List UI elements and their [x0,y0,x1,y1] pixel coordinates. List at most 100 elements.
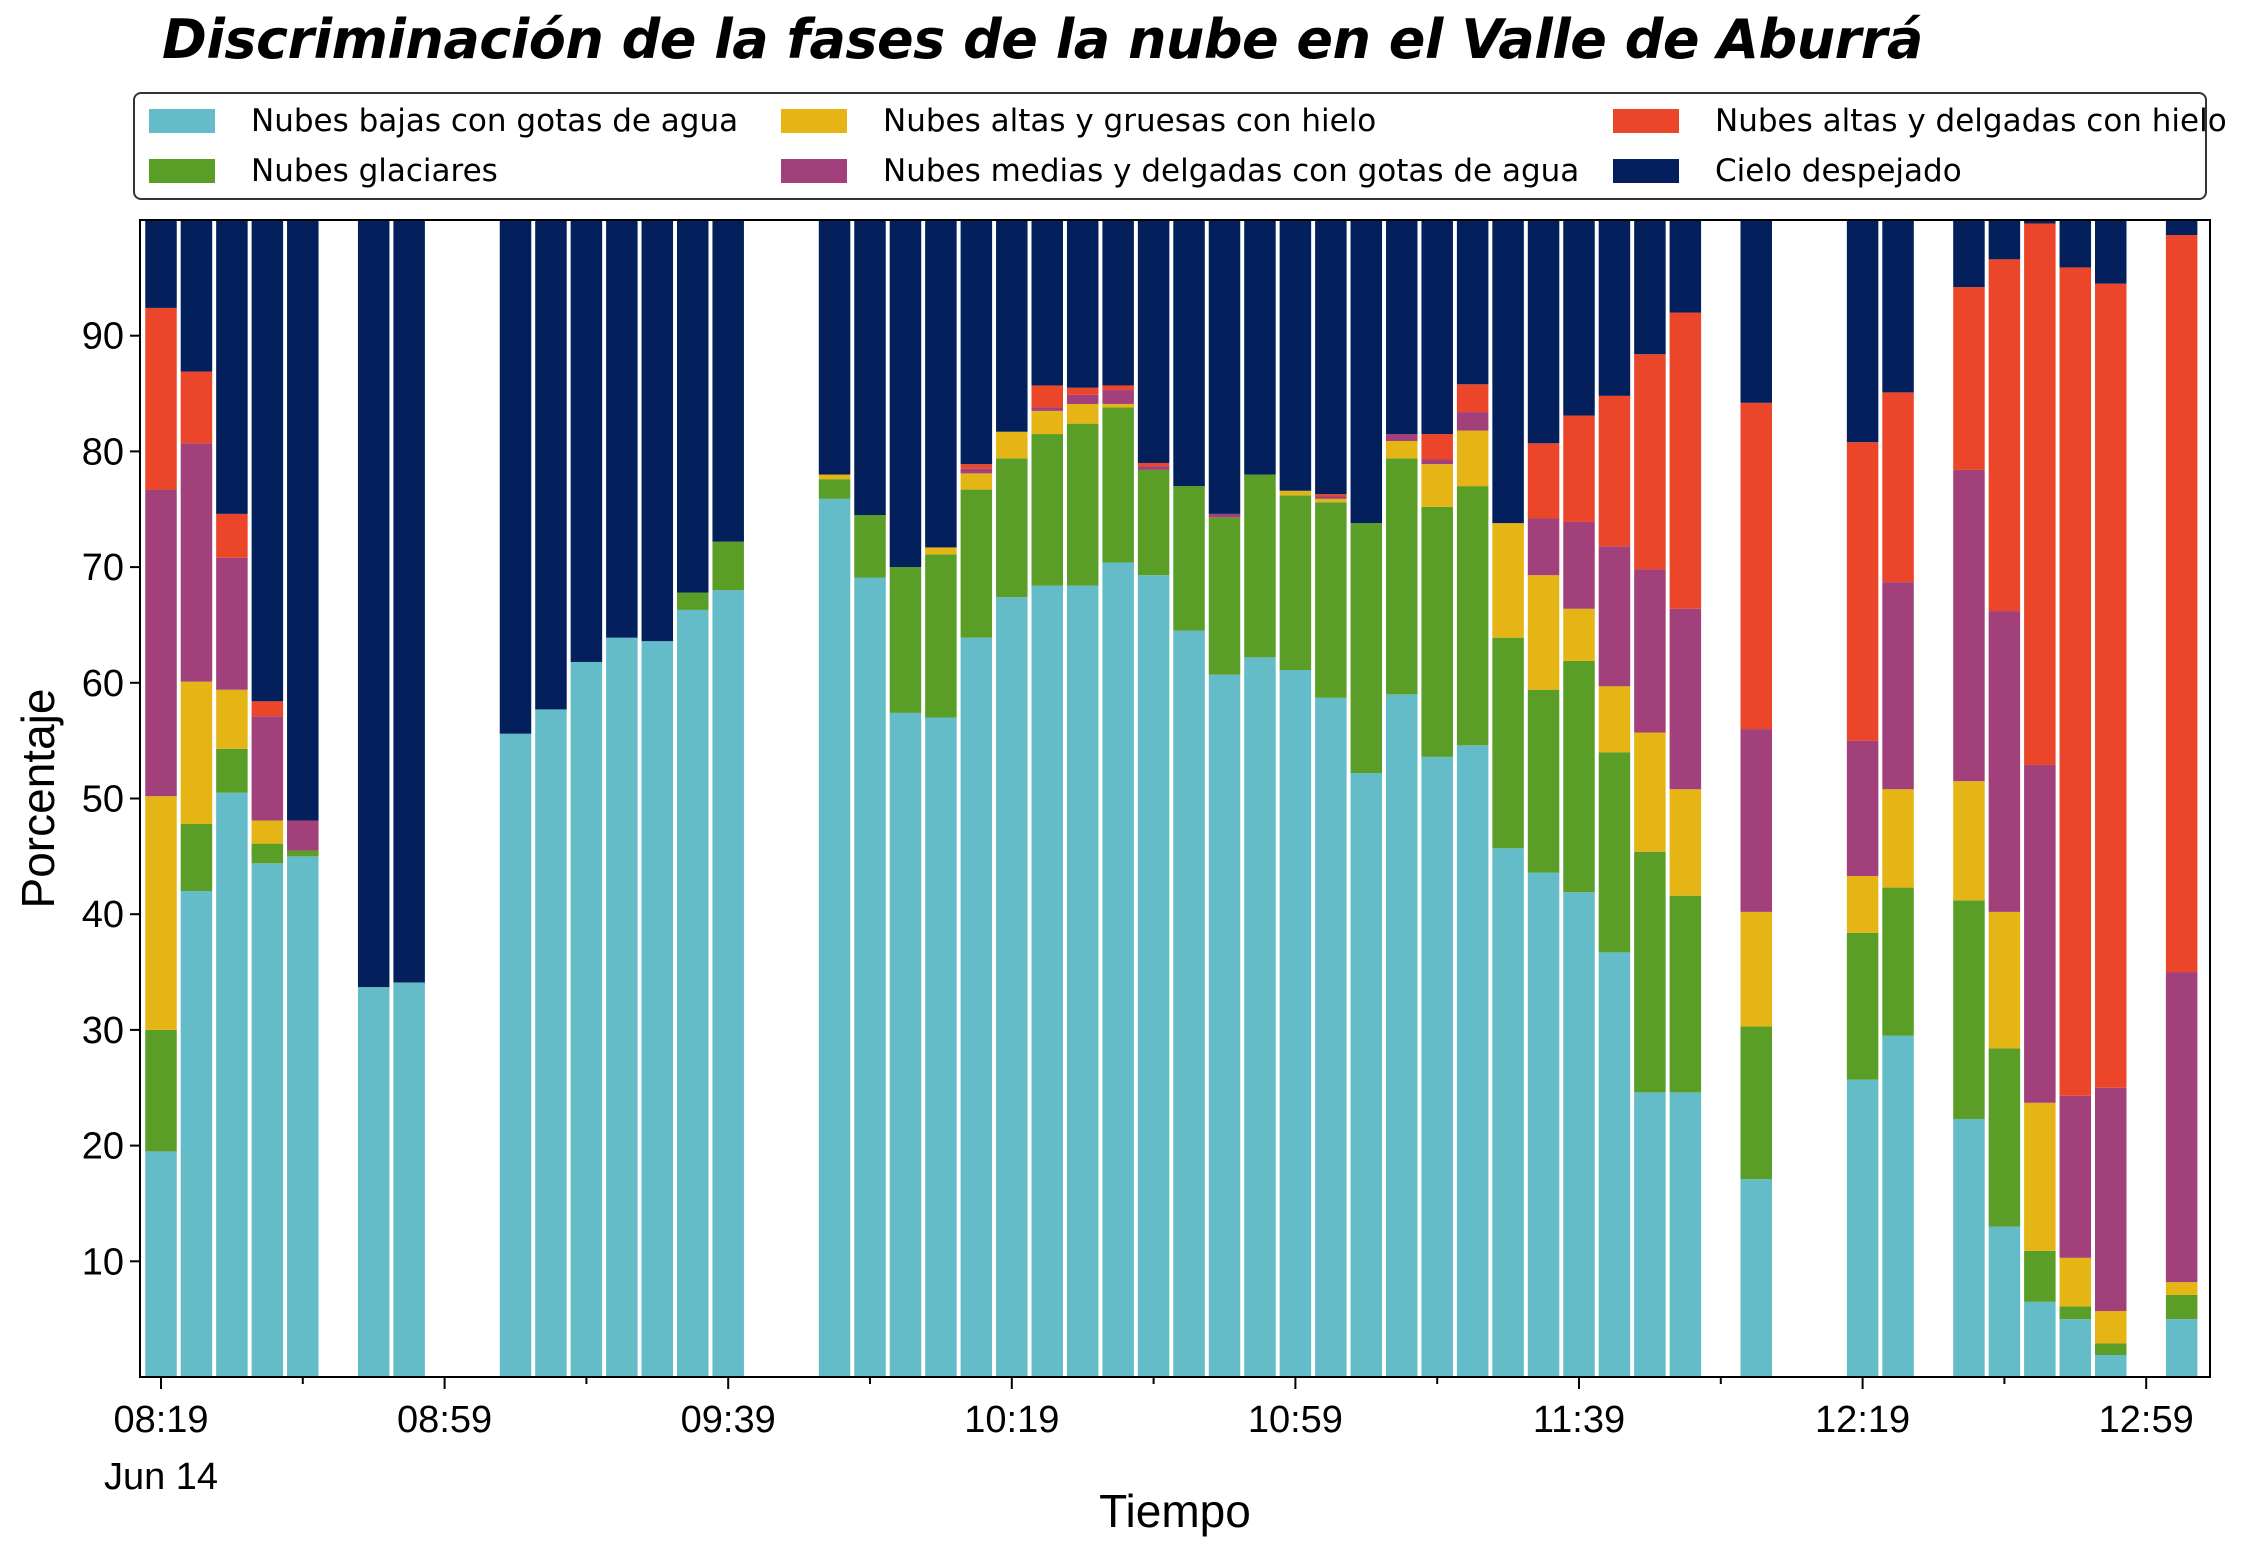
stacked-bar [712,220,744,1377]
bar-segment [1031,410,1063,435]
x-tick-label: 10:19 [964,1399,1059,1441]
bar-segment [1386,434,1418,441]
bar-segment [1846,1079,1879,1377]
stacked-bar [960,220,993,1377]
bar-segment [1456,412,1489,431]
bar-segment [960,464,993,469]
stacked-bar [2165,220,2198,1377]
bar-segment [712,220,744,542]
bar-segment [1421,459,1453,465]
bar-segment [1740,911,1772,1027]
bar-segment [1066,387,1099,395]
bar-segment [1315,697,1347,1377]
bar-segment [1740,1026,1772,1180]
bar-segment [1137,466,1170,470]
stacked-bar [499,220,532,1377]
bar-segment [1634,1092,1666,1377]
bar-segment [287,856,319,1377]
bar-segment [1315,502,1347,698]
bar-segment [1527,443,1560,519]
bar-segment [1137,469,1170,576]
bar-segment [1882,582,1914,790]
x-tick-label: 09:39 [681,1399,776,1441]
stacked-bar [1634,220,1666,1377]
bar-segment [1208,513,1241,518]
bar-segment [1527,518,1560,576]
bar-segment [2095,1343,2127,1356]
bar-segment [925,554,957,718]
y-tick-label: 80 [82,431,124,473]
bar-segment [1066,220,1099,388]
bar-segment [251,220,284,702]
bar-segment [1350,220,1383,524]
bar-segment [889,220,922,568]
bar-segment [1598,952,1631,1377]
bar-segment [1279,490,1312,496]
stacked-bar [1988,220,2021,1377]
bar-segment [1669,1092,1702,1377]
legend-label: Nubes altas y delgadas con hielo [1715,103,2227,139]
y-tick-label: 60 [82,663,124,705]
bar-segment [925,547,957,555]
bar-segment [1953,220,1985,288]
stacked-bar [889,220,922,1377]
y-tick-label: 40 [82,894,124,936]
bar-segment [180,823,213,892]
bar-segment [357,987,390,1377]
bar-segment [1527,872,1560,1377]
legend-item: Nubes glaciares [149,151,498,191]
bar-segment [216,792,248,1377]
x-axis: 08:19 08:59 09:39 10:19 10:59 11:39 12:19 12:59 [113,1377,2194,1441]
stacked-bar [180,220,213,1377]
bar-segment [1988,220,2021,260]
bar-segment [818,474,851,480]
bar-segment [1598,546,1631,687]
bar-segment [287,850,319,857]
bar-segment [180,681,213,824]
bar-segment [1634,220,1666,355]
stacked-bar [996,220,1028,1377]
bar-segment [712,541,744,591]
x-tick-label: 11:39 [1533,1399,1625,1441]
chart-title: Discriminación de la fases de la nube en… [162,8,1923,71]
bar-segment [2024,1301,2056,1377]
y-tick-label: 50 [82,779,124,821]
bar-segment [216,513,248,558]
x-tick-label: 08:59 [397,1399,492,1441]
bar-segment [1846,932,1879,1080]
legend-swatch [1613,109,1679,133]
bar-segment [1740,220,1772,403]
bar-segment [287,820,319,851]
bar-segment [854,220,886,516]
bar-segment [2095,220,2127,284]
bar-segment [1882,392,1914,583]
bar-segment [1563,892,1595,1377]
bar-segment [1456,745,1489,1377]
x-tick-label: 10:59 [1248,1399,1343,1441]
bar-segment [1102,385,1134,391]
stacked-bar [1031,220,1063,1377]
bar-segment [1456,220,1489,385]
y-tick-label: 10 [82,1241,124,1283]
bar-segment [1598,752,1631,953]
bar-segment [641,220,674,642]
bar-segment [1527,575,1560,690]
bar-segment [180,220,213,372]
bar-segment [1527,689,1560,873]
stacked-bar [641,220,674,1377]
bar-segment [1031,434,1063,586]
legend-swatch [149,159,215,183]
bar-segment [889,712,922,1377]
legend-item: Nubes bajas con gotas de agua [149,101,738,141]
bar-segment [145,307,177,490]
legend-item: Nubes medias y delgadas con gotas de agu… [781,151,1579,191]
bar-segment [1137,575,1170,1377]
bar-segment [393,220,425,983]
bar-segment [1315,220,1347,495]
bar-segment [818,479,851,499]
bar-segment [1031,220,1063,386]
bar-segment [854,577,886,1377]
stacked-bar [145,220,177,1377]
bar-segment [251,716,284,821]
